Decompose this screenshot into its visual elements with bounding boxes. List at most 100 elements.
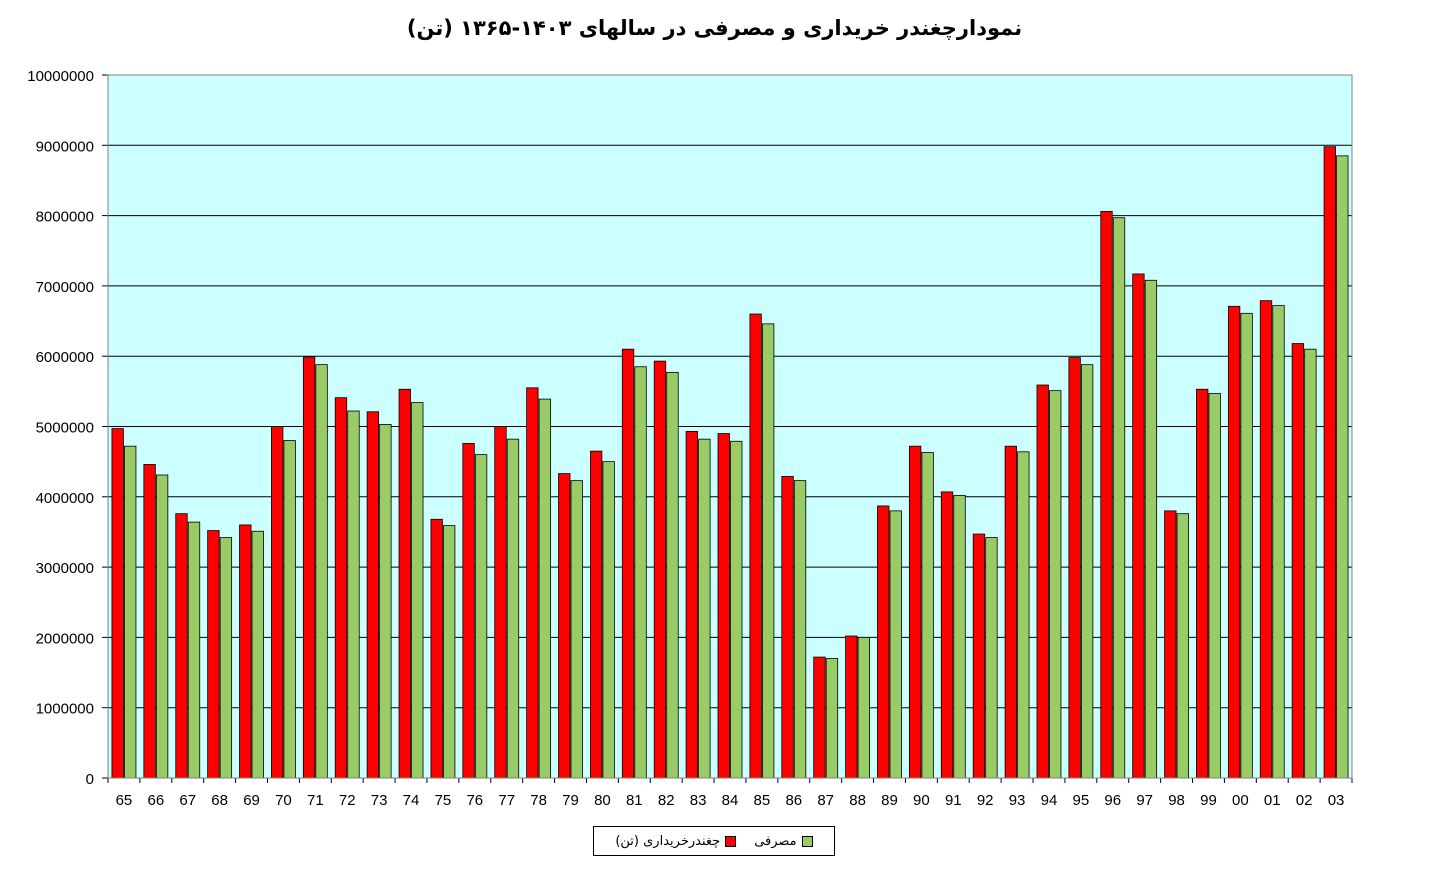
- bar-purchased: [430, 518, 443, 779]
- x-tick-label: 86: [785, 792, 802, 809]
- x-tick-label: 96: [1104, 792, 1121, 809]
- y-tick-label: 8000000: [36, 209, 94, 226]
- bar-consumed: [857, 637, 870, 779]
- x-tick-label: 03: [1328, 792, 1345, 809]
- x-tick-label: 71: [307, 792, 324, 809]
- bar-purchased: [143, 464, 156, 779]
- bar-consumed: [1240, 312, 1253, 779]
- bar-purchased: [1068, 357, 1081, 779]
- bar-consumed: [985, 537, 998, 779]
- y-tick-label: 6000000: [36, 349, 94, 366]
- bar-purchased: [175, 513, 188, 779]
- bar-purchased: [1036, 384, 1049, 779]
- bar-consumed: [315, 364, 328, 779]
- y-tick-label: 3000000: [36, 560, 94, 577]
- bar-consumed: [1017, 451, 1030, 779]
- bar-consumed: [1049, 390, 1062, 779]
- bar-purchased: [1100, 210, 1113, 779]
- x-tick-label: 72: [339, 792, 356, 809]
- bar-consumed: [411, 402, 424, 779]
- x-tick-label: 92: [977, 792, 994, 809]
- x-tick-label: 01: [1264, 792, 1281, 809]
- x-tick-label: 90: [913, 792, 930, 809]
- x-tick-label: 69: [243, 792, 260, 809]
- bar-consumed: [251, 530, 264, 779]
- bar-consumed: [474, 454, 488, 779]
- bar-purchased: [940, 491, 954, 779]
- y-tick-label: 0: [86, 771, 94, 788]
- legend-item-consumed: مصرفی: [754, 834, 813, 849]
- x-tick-label: 66: [148, 792, 165, 809]
- bar-purchased: [908, 445, 922, 779]
- x-tick-label: 89: [881, 792, 898, 809]
- bar-consumed: [793, 480, 807, 779]
- bar-consumed: [187, 521, 201, 779]
- x-tick-label: 75: [435, 792, 452, 809]
- bar-purchased: [398, 388, 411, 779]
- x-tick-label: 65: [116, 792, 133, 809]
- bar-purchased: [558, 473, 571, 779]
- x-tick-label: 99: [1200, 792, 1217, 809]
- bar-consumed: [666, 371, 679, 779]
- y-tick-label: 2000000: [36, 630, 94, 647]
- x-tick-label: 84: [722, 792, 739, 809]
- x-tick-label: 91: [945, 792, 962, 809]
- y-axis: 0 1000000 2000000 3000000 4000000 5000000 6000…: [27, 68, 109, 788]
- bar-consumed: [124, 445, 137, 779]
- bar-purchased: [271, 426, 284, 779]
- bar-purchased: [1291, 343, 1305, 779]
- bar-consumed: [602, 461, 615, 779]
- x-tick-label: 77: [498, 792, 515, 809]
- x-tick-label: 95: [1073, 792, 1090, 809]
- x-tick-label: 79: [562, 792, 579, 809]
- bar-purchased: [621, 348, 635, 779]
- legend-item-purchased: چغندرخریداری (تن): [615, 834, 737, 849]
- bar-consumed: [347, 410, 360, 779]
- bar-purchased: [749, 313, 762, 779]
- bar-consumed: [953, 494, 966, 779]
- x-tick-label: 85: [754, 792, 771, 809]
- bar-consumed: [761, 323, 775, 779]
- x-tick-label: 02: [1296, 792, 1313, 809]
- bar-purchased: [1323, 146, 1336, 779]
- legend: چغندرخریداری (تن) مصرفی: [593, 826, 835, 856]
- bar-consumed: [634, 366, 647, 779]
- bar-consumed: [570, 480, 583, 779]
- bar-consumed: [889, 510, 902, 779]
- bar-consumed: [219, 537, 233, 779]
- bar-consumed: [538, 398, 552, 779]
- bar-purchased: [1132, 273, 1145, 779]
- bar-purchased: [1196, 388, 1209, 779]
- bar-consumed: [1080, 364, 1094, 779]
- bar-purchased: [334, 397, 348, 779]
- legend-swatch-consumed: [801, 835, 813, 847]
- bar-purchased: [877, 505, 890, 779]
- x-tick-label: 93: [1009, 792, 1026, 809]
- x-tick-label: 74: [403, 792, 420, 809]
- bar-consumed: [1144, 279, 1158, 779]
- bars: [111, 146, 1349, 779]
- bar-consumed: [1176, 513, 1189, 779]
- bar-purchased: [239, 524, 252, 779]
- bar-purchased: [590, 450, 603, 779]
- bar-purchased: [302, 356, 316, 779]
- bar-purchased: [526, 387, 539, 779]
- bar-consumed: [506, 438, 520, 779]
- x-tick-label: 98: [1168, 792, 1185, 809]
- x-tick-label: 80: [594, 792, 611, 809]
- bar-consumed: [730, 440, 743, 779]
- x-tick-label: 73: [371, 792, 388, 809]
- bar-consumed: [443, 525, 456, 779]
- plot-frame: [107, 74, 1353, 779]
- x-tick-label: 76: [466, 792, 483, 809]
- x-tick-label: 82: [658, 792, 675, 809]
- y-tick-label: 7000000: [36, 279, 94, 296]
- bar-purchased: [207, 530, 220, 779]
- bar-purchased: [717, 433, 730, 779]
- bar-consumed: [379, 423, 392, 779]
- x-tick-label: 70: [275, 792, 292, 809]
- y-tick-label: 10000000: [27, 68, 94, 85]
- x-tick-label: 00: [1232, 792, 1249, 809]
- legend-swatch-purchased: [725, 835, 737, 847]
